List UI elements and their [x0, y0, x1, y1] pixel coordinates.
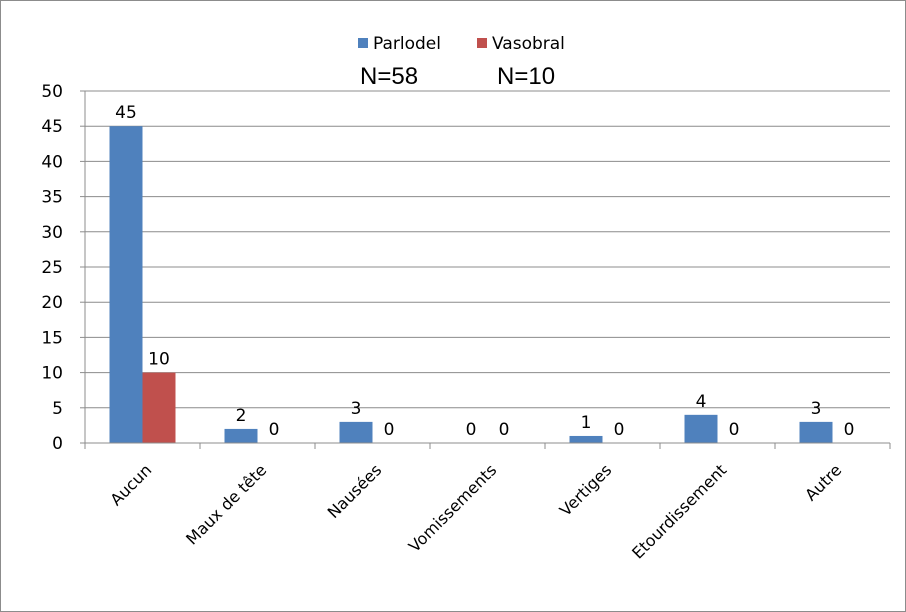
y-tick-label-15: 15: [41, 328, 63, 348]
y-tick-label-35: 35: [41, 188, 63, 208]
data-label-parlodel-2: 3: [351, 399, 362, 419]
annotation-vasobral-n: N=10: [497, 63, 555, 90]
y-tick-label-5: 5: [52, 399, 63, 419]
data-label-parlodel-1: 2: [236, 406, 247, 426]
data-label-vasobral-4: 0: [614, 420, 625, 440]
legend-swatch-parlodel: [358, 38, 368, 48]
x-category-label-3: Vomissements: [405, 460, 501, 556]
y-tick-label-30: 30: [41, 223, 63, 243]
y-axis-ticks: 0 5 10 15 20 25 30 35 40 45 50: [41, 82, 63, 454]
data-labels: 45 2 3 0 1 4 3 10 0 0 0 0 0 0: [115, 103, 854, 440]
data-label-vasobral-6: 0: [844, 420, 855, 440]
x-category-label-1: Maux de tête: [182, 460, 270, 548]
y-tick-label-40: 40: [41, 152, 63, 172]
legend-label-parlodel: Parlodel: [373, 34, 441, 54]
legend-label-vasobral: Vasobral: [492, 34, 565, 54]
y-tick-label-20: 20: [41, 293, 63, 313]
x-axis-categories: Aucun Maux de tête Nausées Vomissements Vert…: [106, 460, 845, 562]
y-tick-label-50: 50: [41, 82, 63, 102]
data-label-vasobral-2: 0: [384, 420, 395, 440]
data-label-parlodel-3: 0: [466, 420, 477, 440]
data-label-parlodel-6: 3: [811, 399, 822, 419]
x-category-label-6: Autre: [801, 460, 845, 504]
y-tick-label-25: 25: [41, 258, 63, 278]
data-label-vasobral-5: 0: [729, 420, 740, 440]
legend: Parlodel Vasobral: [358, 34, 565, 54]
bar-parlodel-1: [224, 428, 258, 443]
data-label-vasobral-3: 0: [499, 420, 510, 440]
data-label-vasobral-1: 0: [269, 420, 280, 440]
legend-swatch-vasobral: [477, 38, 487, 48]
gridlines: [85, 90, 890, 409]
bar-parlodel-5: [684, 414, 718, 443]
bar-parlodel-2: [339, 421, 373, 443]
y-tick-label-10: 10: [41, 364, 63, 384]
data-label-parlodel-5: 4: [696, 392, 707, 412]
y-tick-label-45: 45: [41, 117, 63, 137]
data-label-vasobral-0: 10: [148, 350, 170, 370]
bar-parlodel-4: [569, 435, 603, 443]
y-tick-label-0: 0: [52, 434, 63, 454]
annotation-parlodel-n: N=58: [360, 63, 418, 90]
x-category-label-2: Nausées: [324, 460, 386, 522]
axes: [80, 90, 891, 449]
x-category-label-4: Vertiges: [556, 460, 616, 520]
bar-parlodel-6: [799, 421, 833, 443]
x-category-label-5: Etourdissement: [628, 460, 730, 562]
x-category-label-0: Aucun: [106, 460, 155, 509]
bar-vasobral-0: [142, 372, 176, 443]
bars: [109, 126, 833, 443]
bar-parlodel-0: [109, 126, 143, 443]
data-label-parlodel-4: 1: [581, 413, 592, 433]
data-label-parlodel-0: 45: [115, 103, 137, 123]
